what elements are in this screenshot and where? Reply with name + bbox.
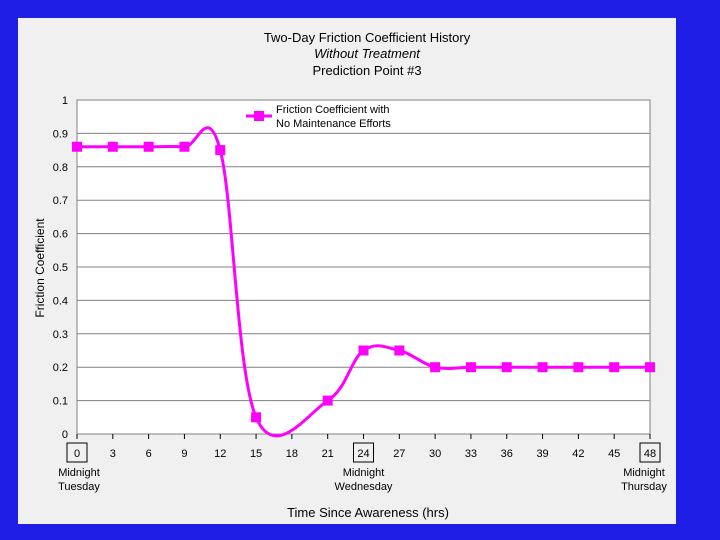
x-tick-label: 24 <box>357 448 369 460</box>
data-point-marker <box>466 362 476 372</box>
x-annotation-line: Thursday <box>621 481 667 493</box>
x-tick-label: 18 <box>286 448 298 460</box>
legend-label: Friction Coefficient with <box>276 104 390 116</box>
data-point-marker <box>609 362 619 372</box>
data-point-marker <box>323 396 333 406</box>
data-point-marker <box>108 142 118 152</box>
x-annotation-line: Midnight <box>343 467 385 479</box>
data-point-marker <box>573 362 583 372</box>
data-point-marker <box>215 145 225 155</box>
data-point-marker <box>394 346 404 356</box>
data-point-marker <box>430 362 440 372</box>
x-tick-label: 3 <box>110 448 116 460</box>
y-tick-label: 0.1 <box>53 396 68 408</box>
data-point-marker <box>144 142 154 152</box>
legend-label: No Maintenance Efforts <box>276 118 391 130</box>
x-tick-label: 6 <box>146 448 152 460</box>
x-tick-label: 30 <box>429 448 441 460</box>
y-tick-label: 0 <box>62 429 68 441</box>
y-tick-label: 0.9 <box>53 128 68 140</box>
x-tick-label: 39 <box>536 448 548 460</box>
x-tick-label: 48 <box>644 448 656 460</box>
data-point-marker <box>179 142 189 152</box>
x-annotation-line: Tuesday <box>58 481 100 493</box>
x-annotation-line: Midnight <box>58 467 100 479</box>
x-tick-label: 21 <box>322 448 334 460</box>
chart-subtitle: Without Treatment <box>314 46 421 61</box>
y-tick-label: 0.6 <box>53 229 68 241</box>
x-tick-label: 36 <box>501 448 513 460</box>
x-tick-label: 15 <box>250 448 262 460</box>
y-tick-label: 0.2 <box>53 362 68 374</box>
x-tick-label: 42 <box>572 448 584 460</box>
y-tick-label: 0.3 <box>53 329 68 341</box>
x-tick-label: 12 <box>214 448 226 460</box>
data-point-marker <box>502 362 512 372</box>
y-tick-label: 1 <box>62 95 68 107</box>
data-point-marker <box>251 412 261 422</box>
x-axis-label: Time Since Awareness (hrs) <box>287 505 449 520</box>
x-tick-label: 9 <box>181 448 187 460</box>
x-tick-label: 45 <box>608 448 620 460</box>
chart-title: Two-Day Friction Coefficient History <box>264 30 471 45</box>
chart-subtitle-2: Prediction Point #3 <box>312 63 421 78</box>
data-point-marker <box>538 362 548 372</box>
x-annotation-line: Wednesday <box>335 481 393 493</box>
y-axis-label: Friction Coefficient <box>33 218 47 318</box>
y-tick-label: 0.7 <box>53 195 68 207</box>
data-point-marker <box>72 142 82 152</box>
x-tick-label: 0 <box>74 448 80 460</box>
legend-marker <box>254 111 264 121</box>
x-annotation-line: Midnight <box>623 467 665 479</box>
y-tick-label: 0.4 <box>53 295 68 307</box>
y-tick-label: 0.5 <box>53 262 68 274</box>
x-tick-label: 27 <box>393 448 405 460</box>
x-tick-label: 33 <box>465 448 477 460</box>
data-point-marker <box>359 346 369 356</box>
data-point-marker <box>645 362 655 372</box>
y-tick-label: 0.8 <box>53 162 68 174</box>
